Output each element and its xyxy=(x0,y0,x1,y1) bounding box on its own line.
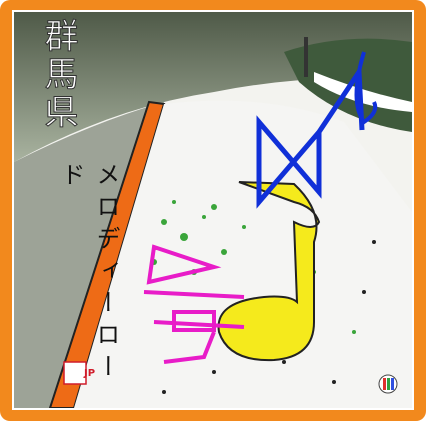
road-stripe xyxy=(48,100,166,408)
road xyxy=(74,100,412,408)
logo-bar xyxy=(387,378,390,390)
logo-bar xyxy=(383,378,386,390)
title: 群馬県 xyxy=(38,18,79,133)
blue-curve xyxy=(354,51,378,125)
logo-bar xyxy=(391,378,394,390)
pole xyxy=(304,37,308,77)
road-far xyxy=(314,72,412,112)
badge: JP xyxy=(84,368,96,379)
magenta-scribble xyxy=(143,244,245,364)
illustration xyxy=(14,12,412,408)
dots xyxy=(162,240,376,394)
badge-box xyxy=(63,361,87,385)
subtitle: メロディーロード xyxy=(57,162,120,386)
music-note xyxy=(217,181,321,362)
artwork: 群馬県 メロディーロード JP xyxy=(12,10,414,410)
